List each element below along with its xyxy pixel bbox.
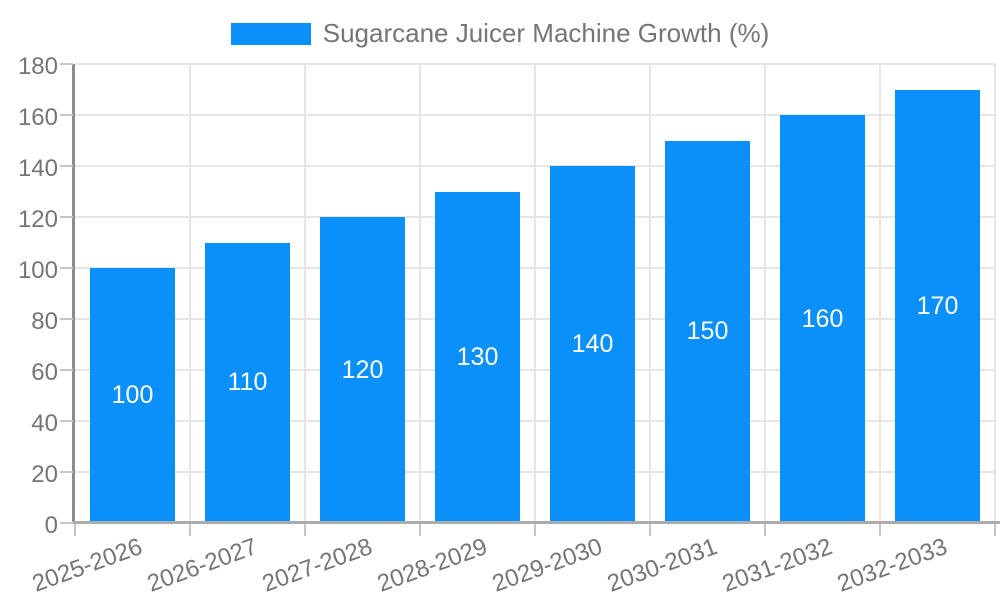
x-tick-mark bbox=[994, 524, 996, 536]
bar-value-label: 120 bbox=[341, 355, 384, 384]
x-tick-mark bbox=[649, 524, 651, 536]
y-tick-label: 160 bbox=[17, 104, 58, 131]
legend: Sugarcane Juicer Machine Growth (%) bbox=[0, 18, 1000, 49]
v-gridline bbox=[649, 64, 651, 523]
bar-value-label: 100 bbox=[111, 381, 154, 409]
y-tick-label: 100 bbox=[17, 257, 58, 284]
y-tick-mark bbox=[60, 165, 73, 167]
bar: 140 bbox=[550, 166, 635, 523]
v-gridline bbox=[764, 64, 766, 523]
bar: 170 bbox=[895, 89, 980, 523]
bar-value-label: 170 bbox=[916, 291, 959, 320]
y-tick-mark bbox=[60, 420, 73, 422]
y-tick-label: 120 bbox=[17, 206, 58, 233]
x-tick-mark bbox=[419, 524, 421, 536]
y-axis-line bbox=[72, 64, 75, 523]
y-tick-label: 40 bbox=[31, 410, 58, 437]
x-tick-mark bbox=[304, 524, 306, 536]
bar-value-label: 110 bbox=[227, 368, 268, 397]
y-tick-label: 80 bbox=[31, 308, 58, 335]
v-gridline bbox=[534, 64, 536, 523]
x-tick-mark bbox=[764, 524, 766, 536]
y-tick-mark bbox=[60, 63, 73, 65]
y-tick-label: 180 bbox=[17, 53, 58, 80]
v-gridline bbox=[304, 64, 306, 523]
bar: 100 bbox=[90, 268, 175, 523]
y-tick-label: 60 bbox=[31, 359, 58, 386]
bar: 160 bbox=[780, 115, 865, 523]
y-tick-mark bbox=[60, 471, 73, 473]
x-tick-mark bbox=[189, 524, 191, 536]
bar-value-label: 140 bbox=[571, 330, 614, 358]
x-tick-mark bbox=[534, 524, 536, 536]
bar-value-label: 160 bbox=[801, 304, 844, 333]
x-tick-mark bbox=[74, 524, 76, 536]
bar: 120 bbox=[320, 217, 405, 523]
x-tick-mark bbox=[879, 524, 881, 536]
x-axis-line bbox=[72, 521, 1000, 524]
y-tick-mark bbox=[60, 318, 73, 320]
v-gridline bbox=[879, 64, 881, 523]
y-tick-label: 140 bbox=[17, 155, 58, 182]
y-tick-mark bbox=[60, 267, 73, 269]
bar: 110 bbox=[205, 242, 290, 523]
y-tick-label: 20 bbox=[31, 461, 58, 488]
y-tick-label: 0 bbox=[44, 512, 58, 539]
y-tick-mark bbox=[60, 114, 73, 116]
y-tick-mark bbox=[60, 216, 73, 218]
plot-area: 100 110 120 130 140 150 160 170 bbox=[75, 63, 996, 523]
bar-value-label: 150 bbox=[686, 317, 729, 346]
bar: 130 bbox=[435, 191, 520, 523]
bar-value-label: 130 bbox=[456, 342, 499, 371]
bar: 150 bbox=[665, 140, 750, 523]
v-gridline bbox=[994, 64, 996, 523]
v-gridline bbox=[419, 64, 421, 523]
v-gridline bbox=[189, 64, 191, 523]
y-tick-mark bbox=[60, 369, 73, 371]
legend-swatch-icon bbox=[230, 22, 311, 45]
legend-label: Sugarcane Juicer Machine Growth (%) bbox=[322, 18, 770, 48]
y-tick-mark bbox=[60, 522, 73, 524]
